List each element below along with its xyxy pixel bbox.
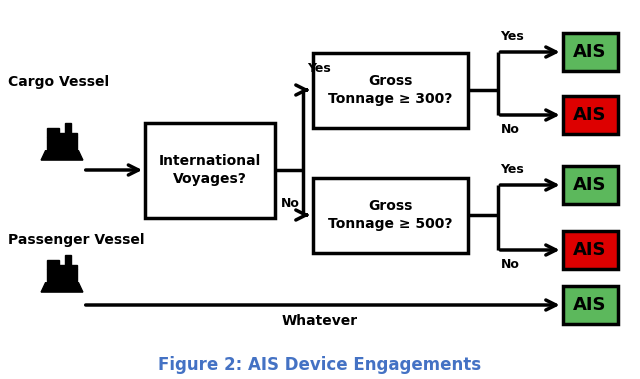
Polygon shape bbox=[47, 269, 77, 283]
Polygon shape bbox=[41, 283, 83, 292]
Text: Figure 2: AIS Device Engagements: Figure 2: AIS Device Engagements bbox=[159, 356, 481, 374]
Bar bbox=[563, 33, 618, 71]
Text: Whatever: Whatever bbox=[282, 314, 358, 328]
Bar bbox=[563, 96, 618, 134]
Text: Yes: Yes bbox=[500, 30, 524, 43]
Text: No: No bbox=[500, 123, 520, 136]
Text: AIS: AIS bbox=[573, 296, 607, 314]
Text: AIS: AIS bbox=[573, 241, 607, 259]
Text: Yes: Yes bbox=[500, 163, 524, 176]
Bar bbox=[563, 166, 618, 204]
Text: Yes: Yes bbox=[307, 62, 331, 75]
Text: AIS: AIS bbox=[573, 106, 607, 124]
Text: Passenger Vessel: Passenger Vessel bbox=[8, 233, 145, 247]
Polygon shape bbox=[41, 151, 83, 160]
Polygon shape bbox=[65, 255, 71, 265]
Bar bbox=[563, 231, 618, 269]
Text: Gross
Tonnage ≥ 300?: Gross Tonnage ≥ 300? bbox=[328, 74, 452, 106]
Text: Cargo Vessel: Cargo Vessel bbox=[8, 75, 109, 89]
Text: International
Voyages?: International Voyages? bbox=[159, 154, 261, 186]
Text: Gross
Tonnage ≥ 500?: Gross Tonnage ≥ 500? bbox=[328, 199, 452, 231]
Text: AIS: AIS bbox=[573, 43, 607, 61]
Polygon shape bbox=[47, 260, 60, 269]
Polygon shape bbox=[65, 123, 71, 133]
Polygon shape bbox=[47, 137, 77, 151]
Text: AIS: AIS bbox=[573, 176, 607, 194]
Text: No: No bbox=[281, 197, 300, 210]
Bar bbox=[312, 177, 467, 252]
Bar bbox=[312, 53, 467, 127]
Polygon shape bbox=[60, 133, 77, 137]
Bar bbox=[145, 122, 275, 218]
Text: No: No bbox=[500, 258, 520, 271]
Polygon shape bbox=[60, 265, 77, 269]
Bar bbox=[563, 286, 618, 324]
Polygon shape bbox=[47, 128, 60, 137]
